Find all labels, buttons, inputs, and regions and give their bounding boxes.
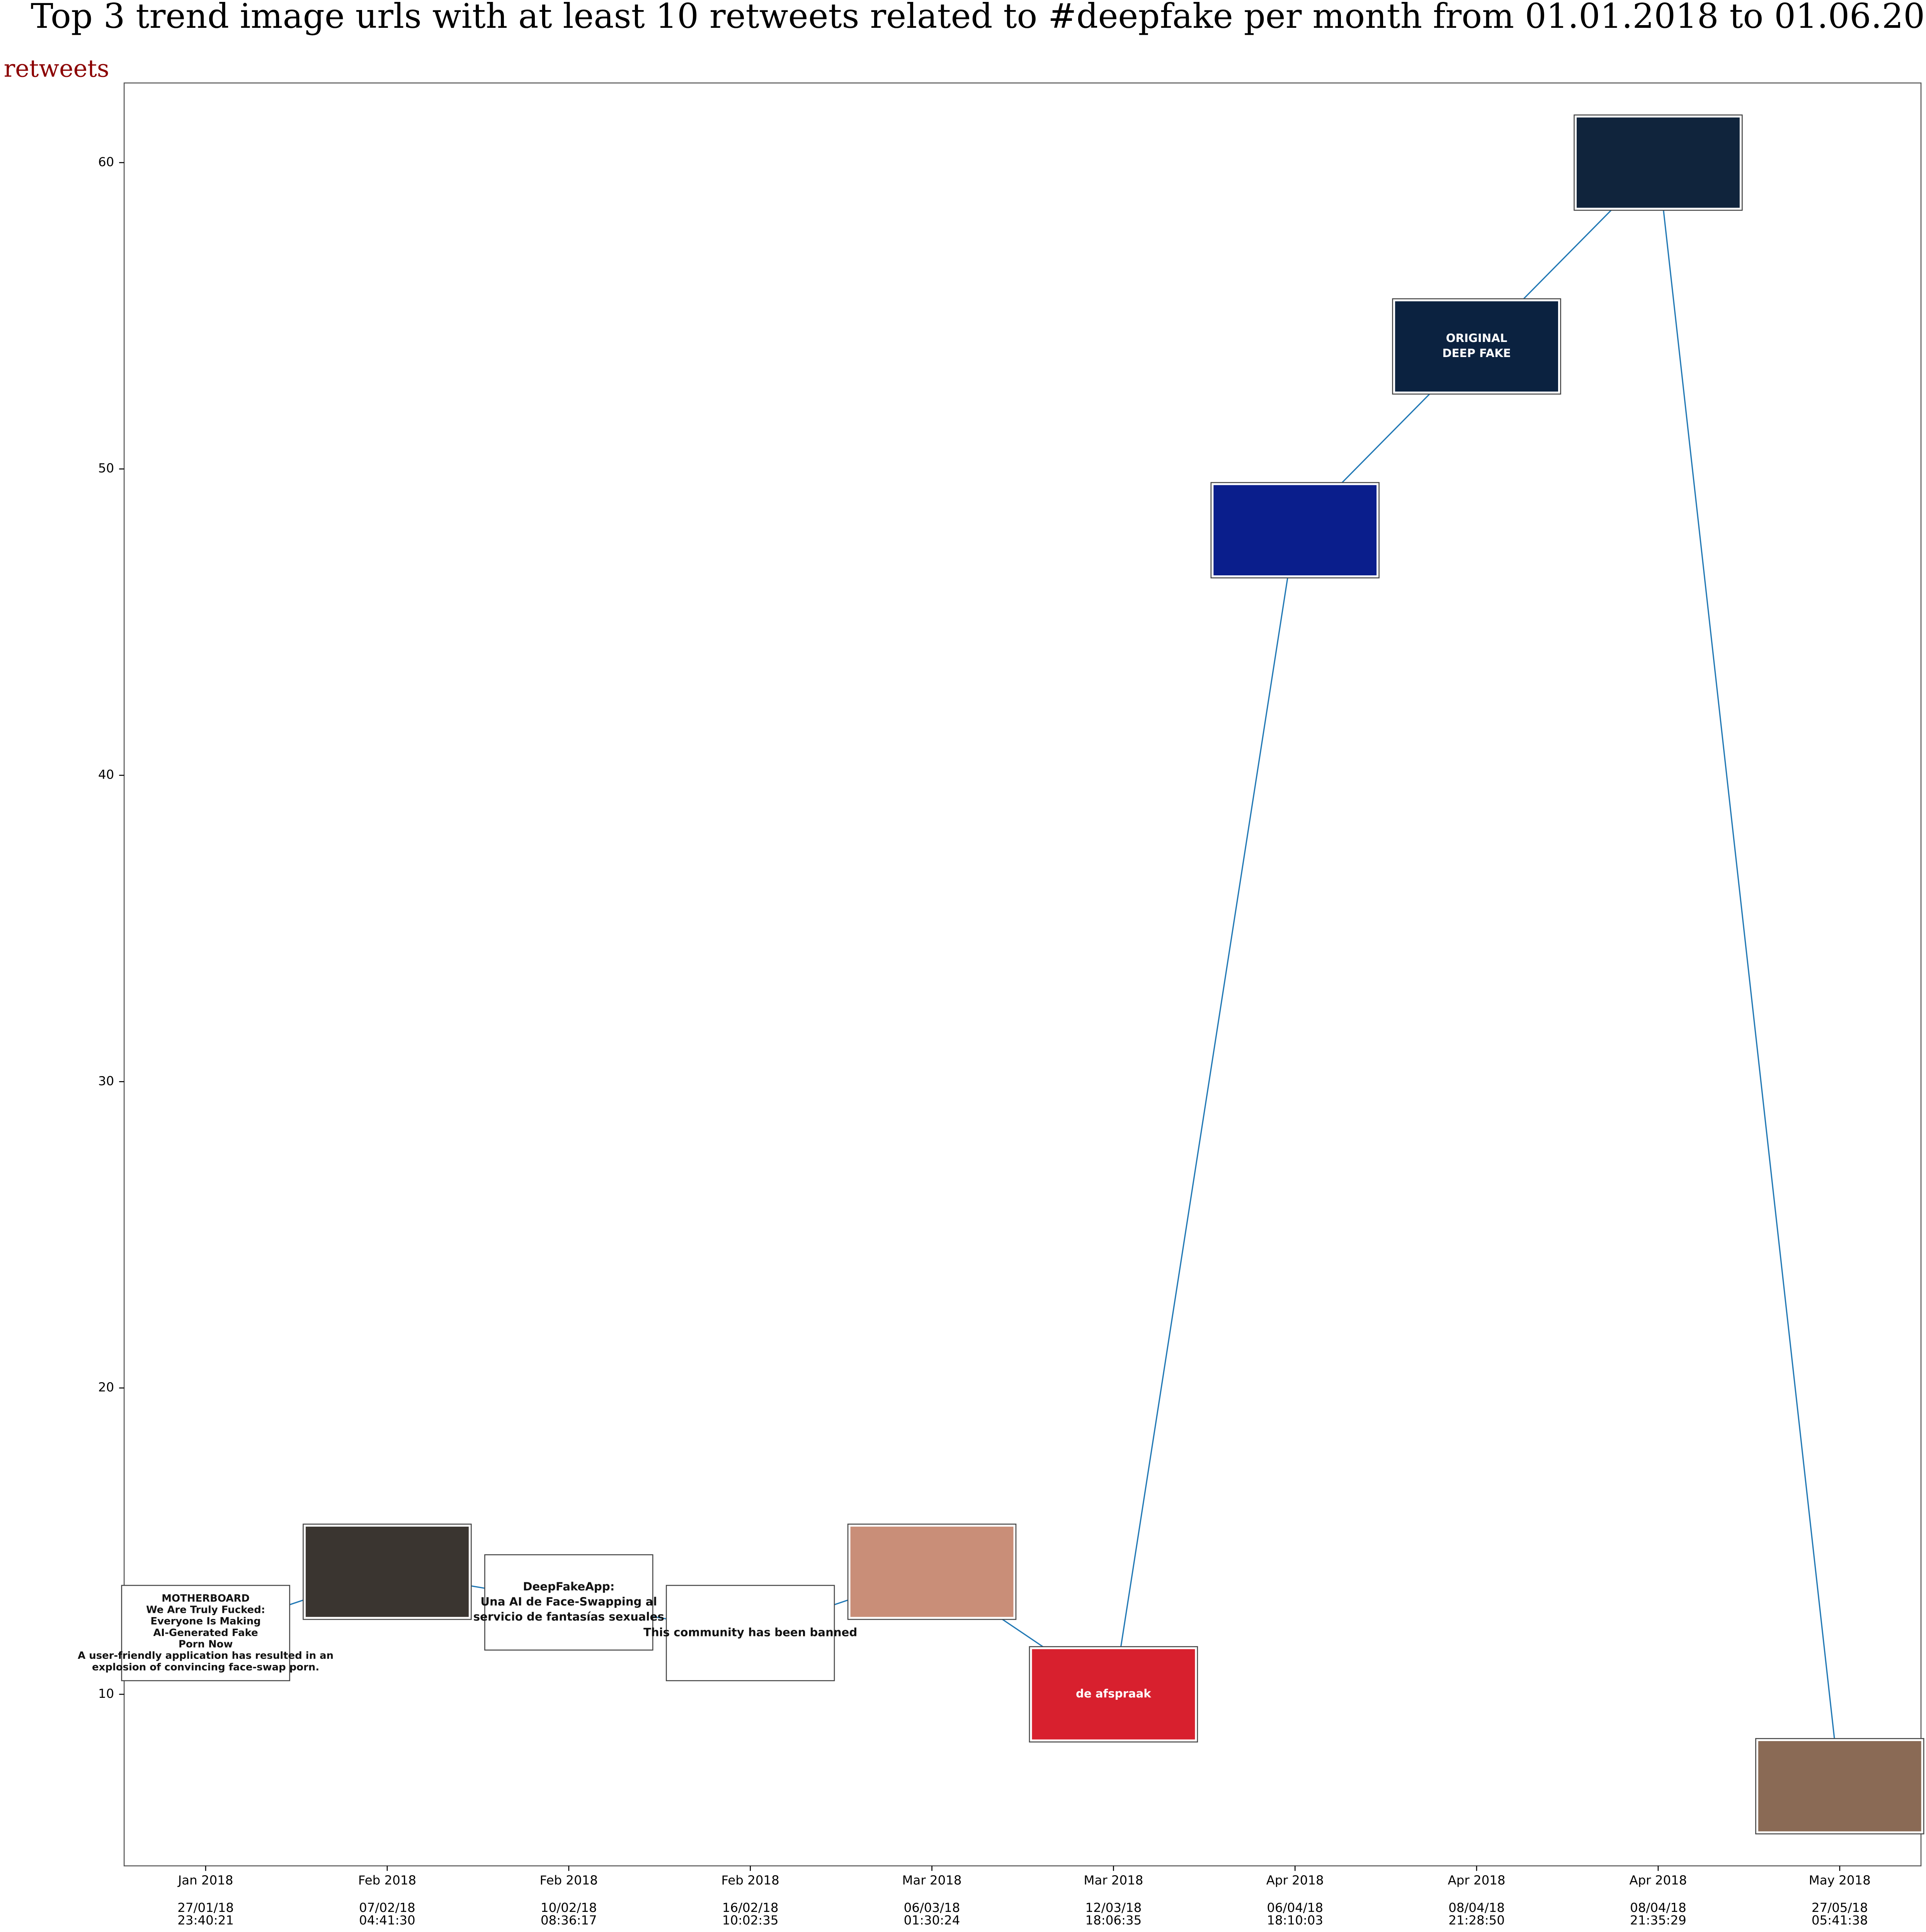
x-tick-label: 06/04/18 [1267, 1900, 1323, 1915]
thumbnail-text: DEEP FAKE [1442, 347, 1511, 360]
x-tick-label: Feb 2018 [358, 1873, 416, 1888]
y-tick-label: 30 [98, 1073, 114, 1088]
thumbnail-text: We Are Truly Fucked: [146, 1604, 265, 1616]
thumbnail-text: A user-friendly application has resulted… [78, 1650, 333, 1662]
thumbnail [847, 1524, 1017, 1620]
thumbnail [1574, 114, 1743, 211]
thumbnail-text: Everyone Is Making [150, 1616, 260, 1627]
x-tick-label: Feb 2018 [721, 1873, 779, 1888]
x-tick-label: 04:41:30 [359, 1913, 415, 1928]
x-tick-label: 12/03/18 [1086, 1900, 1142, 1915]
thumbnail-image [1395, 301, 1558, 392]
thumbnail-text: de afspraak [1076, 1687, 1151, 1700]
x-tick-label: 21:35:29 [1630, 1913, 1686, 1928]
thumbnail-text: Una AI de Face-Swapping al [480, 1595, 657, 1608]
x-tick-label: 18:06:35 [1086, 1913, 1142, 1928]
thumbnail-image [124, 1588, 288, 1679]
x-tick-label: 08:36:17 [541, 1913, 597, 1928]
plot-frame [123, 82, 1922, 1867]
thumbnail-text: This community has been banned [643, 1626, 857, 1639]
thumbnail-text: Porn Now [179, 1638, 233, 1650]
thumbnail-image [1577, 117, 1740, 208]
thumbnail [1755, 1738, 1924, 1835]
thumbnail: DeepFakeApp: Una AI de Face-Swapping al se… [473, 1554, 664, 1651]
x-tick-label: Apr 2018 [1448, 1873, 1506, 1888]
x-tick-label: 07/02/18 [359, 1900, 415, 1915]
x-tick-label: 18:10:03 [1267, 1913, 1323, 1928]
x-tick-label: Apr 2018 [1266, 1873, 1324, 1888]
thumbnail-text: servicio de fantasías sexuales [473, 1610, 664, 1623]
x-tick-label: Mar 2018 [902, 1873, 961, 1888]
line [205, 161, 1841, 1786]
x-tick-label: 21:28:50 [1448, 1913, 1505, 1928]
thumbnail-text: DeepFakeApp: [523, 1580, 614, 1593]
x-tick-label: 01:30:24 [904, 1913, 960, 1928]
x-tick-label: May 2018 [1809, 1873, 1871, 1888]
x-tick-label: Feb 2018 [540, 1873, 598, 1888]
thumbnail-image [850, 1526, 1014, 1617]
thumbnail: de afspraak [1029, 1646, 1198, 1743]
thumbnail-text: AI-Generated Fake [153, 1627, 258, 1639]
x-tick-label: 08/04/18 [1630, 1900, 1686, 1915]
thumbnail-text: ORIGINAL [1446, 332, 1507, 345]
thumbnail-text: explosion of convincing face-swap porn. [92, 1662, 319, 1673]
thumbnail: This community has been banned [643, 1585, 857, 1681]
x-tick-label: 05:41:38 [1812, 1913, 1868, 1928]
y-tick-label: 20 [98, 1380, 114, 1395]
thumbnail-image [487, 1557, 650, 1648]
x-tick-label: Mar 2018 [1084, 1873, 1143, 1888]
chart-title: Top 3 trend image urls with at least 10 … [31, 0, 1926, 36]
thumbnail-image [306, 1526, 469, 1617]
x-tick-label: 08/04/18 [1448, 1900, 1505, 1915]
x-tick-label: 10/02/18 [541, 1900, 597, 1915]
x-tick-label: 06/03/18 [904, 1900, 960, 1915]
y-axis-label: retweets [4, 54, 109, 82]
thumbnail-image [1032, 1649, 1195, 1740]
thumbnail: ORIGINAL DEEP FAKE [1392, 298, 1561, 395]
thumbnail-image [1213, 485, 1377, 576]
x-tick-label: 27/01/18 [177, 1900, 234, 1915]
thumbnail-image [1758, 1741, 1921, 1832]
x-tick-label: 16/02/18 [722, 1900, 779, 1915]
x-tick-label: Apr 2018 [1629, 1873, 1687, 1888]
x-tick-label: Jan 2018 [177, 1873, 233, 1888]
y-tick-label: 10 [98, 1686, 114, 1701]
thumbnail [303, 1524, 472, 1620]
x-tick-label: 27/05/18 [1812, 1900, 1868, 1915]
y-tick-label: 40 [98, 767, 114, 782]
x-tick-label: 10:02:35 [722, 1913, 779, 1928]
y-tick-label: 50 [98, 461, 114, 476]
x-tick-label: 23:40:21 [177, 1913, 234, 1928]
thumbnail-text: MOTHERBOARD [162, 1593, 250, 1604]
thumbnail-image [669, 1588, 832, 1679]
thumbnail [1210, 482, 1380, 578]
y-tick-label: 60 [98, 155, 114, 169]
